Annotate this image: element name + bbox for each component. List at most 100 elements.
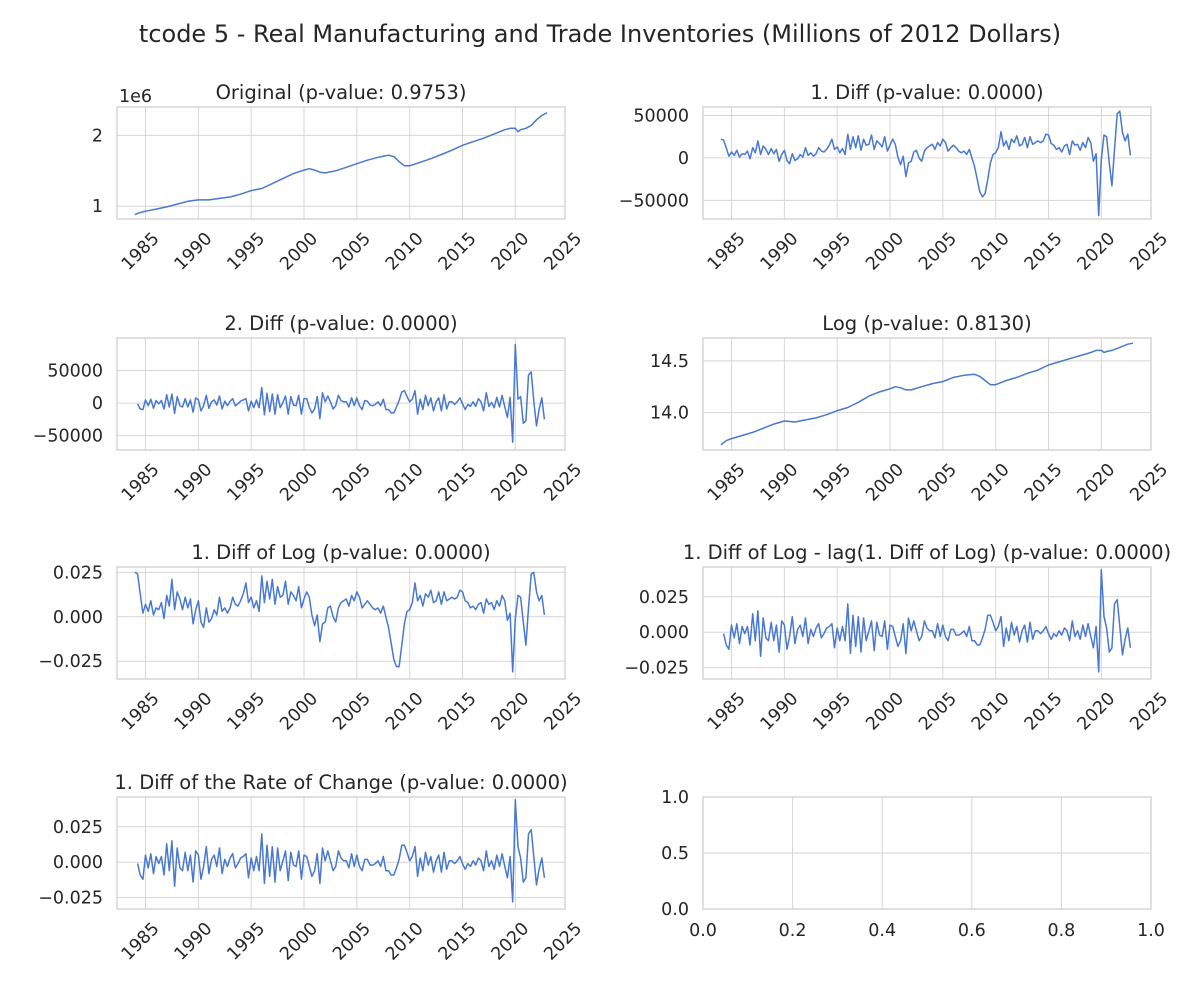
x-tick-label: 2005 — [915, 229, 961, 275]
subplot-title: 1. Diff of the Rate of Change (p-value: … — [114, 771, 567, 794]
x-tick-label: 2000 — [862, 229, 908, 275]
x-tick-label: 2025 — [1127, 689, 1173, 735]
y-tick-label: 0.0 — [661, 900, 689, 920]
y-tick-label: 1 — [92, 197, 103, 217]
y-tick-label: 0 — [92, 394, 103, 414]
x-tick-label: 2015 — [1021, 229, 1067, 275]
x-tick-label: 1985 — [704, 460, 750, 506]
y-tick-label: 0.5 — [661, 844, 689, 864]
x-tick-label: 2010 — [382, 229, 428, 275]
x-tick-label: 1.0 — [1137, 921, 1165, 941]
x-tick-label: 2000 — [276, 460, 322, 506]
x-tick-label: 1985 — [118, 689, 164, 735]
axes-frame — [702, 106, 1152, 220]
x-tick-label: 2000 — [862, 460, 908, 506]
x-tick-label: 2005 — [329, 919, 375, 965]
x-tick-label: 2015 — [435, 460, 481, 506]
x-tick-label: 2010 — [968, 229, 1014, 275]
axes-frame — [116, 337, 566, 451]
y-tick-label: 50000 — [47, 362, 103, 382]
x-tick-label: 2020 — [1074, 689, 1120, 735]
x-tick-label: 2025 — [1127, 229, 1173, 275]
x-tick-label: 2015 — [435, 229, 481, 275]
x-tick-label: 2010 — [968, 460, 1014, 506]
x-tick-label: 2005 — [329, 229, 375, 275]
x-tick-label: 0.4 — [868, 921, 896, 941]
x-tick-label: 2000 — [276, 689, 322, 735]
subplot-title: 2. Diff (p-value: 0.0000) — [224, 312, 457, 335]
x-tick-label: 2000 — [276, 919, 322, 965]
x-tick-label: 1990 — [171, 919, 217, 965]
y-tick-label: −0.025 — [38, 652, 103, 672]
y-tick-label: −50000 — [33, 427, 103, 447]
x-tick-label: 1995 — [224, 919, 270, 965]
x-tick-label: 1990 — [757, 229, 803, 275]
x-tick-label: 1995 — [810, 689, 856, 735]
x-tick-label: 2010 — [968, 689, 1014, 735]
x-tick-label: 2020 — [488, 460, 534, 506]
x-tick-label: 2005 — [915, 460, 961, 506]
y-tick-label: 50000 — [633, 106, 689, 126]
x-tick-label: 2025 — [541, 919, 587, 965]
y-tick-label: −50000 — [619, 191, 689, 211]
y-tick-label: 14.5 — [650, 352, 689, 372]
subplot-4: Log (p-value: 0.8130) 14.0 14.5 1985 1990 199… — [650, 312, 1172, 506]
series-line — [134, 571, 546, 673]
x-tick-label: 2000 — [276, 229, 322, 275]
x-tick-label: 2025 — [541, 689, 587, 735]
x-tick-label: 1995 — [810, 460, 856, 506]
x-tick-label: 2015 — [435, 689, 481, 735]
series-line — [720, 342, 1134, 446]
subplot-title: 1. Diff (p-value: 0.0000) — [810, 81, 1043, 104]
x-tick-label: 2020 — [488, 229, 534, 275]
x-tick-label: 2015 — [435, 919, 481, 965]
series-line — [134, 112, 548, 216]
y-tick-label: −0.025 — [38, 889, 103, 909]
x-tick-label: 0.0 — [689, 921, 717, 941]
x-tick-label: 1990 — [171, 689, 217, 735]
y-tick-label: 0.025 — [53, 563, 103, 583]
x-tick-label: 1995 — [810, 229, 856, 275]
x-tick-label: 2025 — [541, 460, 587, 506]
y-tick-label: 0 — [678, 149, 689, 169]
subplot-title: Log (p-value: 0.8130) — [822, 312, 1031, 335]
x-tick-label: 1995 — [224, 689, 270, 735]
x-tick-label: 2010 — [382, 919, 428, 965]
x-tick-label: 0.6 — [958, 921, 986, 941]
series-line — [136, 343, 546, 443]
subplot-title: 1. Diff of Log (p-value: 0.0000) — [191, 541, 490, 564]
axes-frame — [116, 106, 566, 220]
x-tick-label: 2025 — [1127, 460, 1173, 506]
x-tick-label: 2005 — [915, 689, 961, 735]
x-tick-label: 2020 — [1074, 229, 1120, 275]
y-tick-label: 0.000 — [53, 853, 103, 873]
axes-frame — [702, 337, 1152, 451]
x-tick-label: 1995 — [224, 460, 270, 506]
figure-suptitle: tcode 5 - Real Manufacturing and Trade I… — [139, 20, 1061, 48]
x-tick-label: 2015 — [1021, 689, 1067, 735]
x-tick-label: 2020 — [1074, 460, 1120, 506]
y-tick-label: 1.0 — [661, 788, 689, 808]
x-tick-label: 2025 — [541, 229, 587, 275]
subplot-title: 1. Diff of Log - lag(1. Diff of Log) (p-… — [683, 541, 1171, 564]
x-tick-label: 1990 — [757, 689, 803, 735]
subplot-title: Original (p-value: 0.9753) — [216, 81, 467, 104]
x-tick-label: 1985 — [704, 229, 750, 275]
series-line — [722, 569, 1132, 673]
subplot-7: 1. Diff of the Rate of Change (p-value: … — [38, 771, 586, 965]
y-offset-label: 1e6 — [119, 87, 152, 107]
y-tick-label: 2 — [92, 126, 103, 146]
y-tick-label: 0.025 — [53, 818, 103, 838]
x-tick-label: 1985 — [704, 689, 750, 735]
series-line — [136, 799, 546, 903]
x-tick-label: 1985 — [118, 460, 164, 506]
x-tick-label: 2010 — [382, 460, 428, 506]
axes-frame — [116, 566, 566, 680]
x-tick-label: 2020 — [488, 689, 534, 735]
subplot-8: 0.0 0.5 1.0 0.0 0.2 0.4 0.6 0.8 1.0 — [661, 788, 1165, 941]
x-tick-label: 2015 — [1021, 460, 1067, 506]
y-tick-label: 0.025 — [639, 588, 689, 608]
y-tick-label: 0.000 — [53, 608, 103, 628]
y-tick-label: −0.025 — [624, 659, 689, 679]
